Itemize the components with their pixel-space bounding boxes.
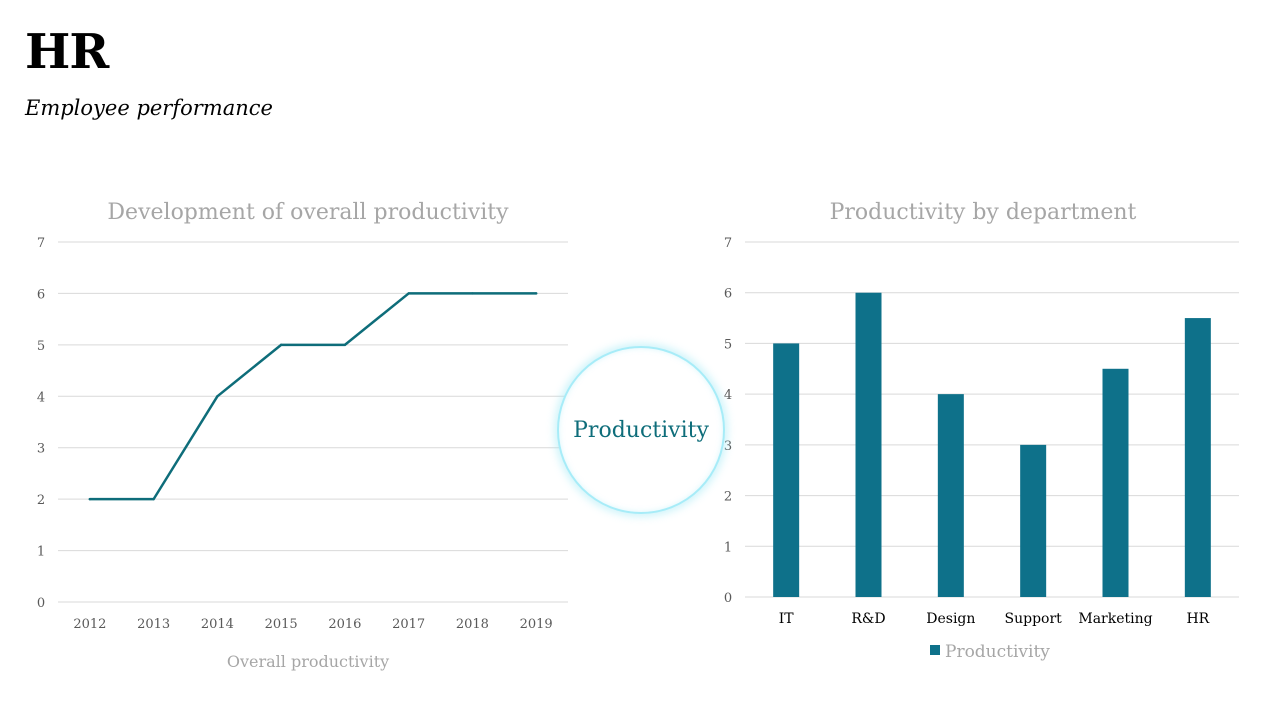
bar-chart-x-tick: IT <box>779 611 795 627</box>
line-chart-x-tick: 2016 <box>328 617 361 632</box>
line-chart-point <box>471 292 474 295</box>
line-chart-x-tick: 2015 <box>265 617 298 632</box>
line-chart-x-tick: 2013 <box>137 617 170 632</box>
bar-chart-x-tick: Marketing <box>1078 611 1152 627</box>
bar-chart-y-tick: 3 <box>724 439 732 454</box>
productivity-badge-label: Productivity <box>573 417 709 443</box>
line-chart-point <box>343 343 347 347</box>
line-chart-x-tick: 2018 <box>456 617 489 632</box>
line-chart-point <box>216 395 219 398</box>
bar-chart-y-tick: 6 <box>724 287 732 302</box>
line-chart-y-tick: 2 <box>37 493 45 508</box>
bar-chart-title: Productivity by department <box>830 200 1137 225</box>
bar-chart-bar <box>773 343 800 597</box>
line-chart-x-tick: 2017 <box>392 617 425 632</box>
bar-chart-y-tick: 2 <box>724 490 732 505</box>
bar-chart-bar <box>937 394 964 597</box>
bar-chart-x-tick: Support <box>1005 611 1063 627</box>
line-chart-series-line <box>88 292 538 501</box>
line-chart-x-tick: 2014 <box>201 617 234 632</box>
line-chart-title: Development of overall productivity <box>107 200 509 225</box>
bar-chart-legend-label: Productivity <box>945 642 1050 662</box>
line-chart: Development of overall productivity 0 1 2 3 4… <box>37 200 568 671</box>
bar-chart-x-tick: HR <box>1186 611 1209 627</box>
bar-chart-bar <box>855 292 882 597</box>
line-chart-x-tick: 2019 <box>520 617 553 632</box>
bar-chart-y-tick: 5 <box>724 337 732 352</box>
line-chart-y-tick: 3 <box>37 442 45 457</box>
line-chart-y-tick: 4 <box>37 390 45 405</box>
bar-chart-y-tick: 1 <box>724 540 732 555</box>
bar-chart-legend-swatch <box>930 645 940 655</box>
bar-chart-y-tick: 4 <box>724 388 732 403</box>
line-chart-y-tick: 5 <box>37 339 45 354</box>
bar-chart-y-tick: 0 <box>724 591 732 606</box>
line-chart-point <box>407 292 410 295</box>
line-chart-y-tick: 0 <box>37 596 45 611</box>
page-title: HR <box>25 24 109 80</box>
bar-chart-bar <box>1102 368 1129 597</box>
line-chart-x-tick: 2012 <box>73 617 106 632</box>
line-chart-point <box>88 497 92 501</box>
productivity-badge: Productivity <box>557 346 725 514</box>
line-chart-point <box>152 497 155 501</box>
page-subtitle: Employee performance <box>25 96 273 120</box>
bar-chart-bar <box>1184 318 1211 597</box>
bar-chart-x-tick: R&D <box>851 611 885 627</box>
line-chart-point <box>279 343 283 347</box>
line-chart-y-tick: 1 <box>37 545 45 560</box>
bar-chart-bar <box>1020 444 1047 597</box>
bar-chart-y-tick: 7 <box>724 236 732 251</box>
line-chart-y-tick: 7 <box>37 236 45 251</box>
line-chart-point <box>534 292 538 295</box>
line-chart-series-label: Overall productivity <box>227 652 389 671</box>
line-chart-y-tick: 6 <box>37 287 45 302</box>
bar-chart-x-tick: Design <box>926 611 975 627</box>
